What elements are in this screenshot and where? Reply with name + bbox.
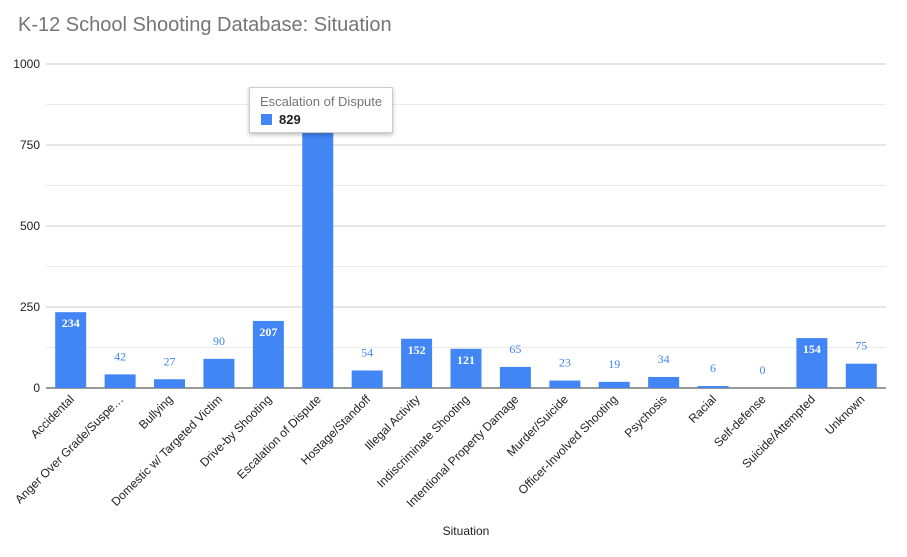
bar (401, 338, 433, 388)
bar (55, 312, 87, 388)
y-tick-label: 250 (20, 300, 40, 314)
y-axis-ticks: 0 250 500 750 1000 (13, 57, 40, 395)
bar (697, 386, 729, 388)
bar-data-label: 6 (710, 361, 716, 375)
bar-data-label: 54 (361, 346, 373, 360)
bar (845, 363, 877, 388)
bar-data-label: 42 (114, 349, 126, 363)
bar-data-label: 207 (259, 325, 277, 339)
y-tick-label: 500 (20, 219, 40, 233)
bar (450, 348, 482, 388)
bar-data-label: 0 (759, 363, 765, 377)
bar (499, 366, 531, 388)
bar (154, 379, 186, 388)
bar (203, 358, 235, 388)
bar-data-label: 19 (608, 357, 620, 371)
bars (55, 119, 877, 389)
bar (549, 380, 581, 388)
bar-data-label: 65 (509, 342, 521, 356)
bar (648, 376, 680, 388)
x-tick-label: Officer-Involved Shooting (515, 392, 620, 497)
bar-data-label: 75 (855, 339, 867, 353)
bar-labels: 234 42 27 90 207 54 152 121 65 23 19 34 6 0 154 75 (62, 316, 868, 377)
x-tick-label: Accidental (28, 392, 77, 441)
bar-data-label: 27 (164, 354, 176, 368)
tooltip: Escalation of Dispute 829 (249, 87, 393, 133)
x-tick-label: Bullying (136, 392, 176, 432)
bar-data-label: 23 (559, 356, 571, 370)
bar (598, 381, 630, 388)
x-tick-label: Unknown (822, 392, 867, 437)
bar (351, 370, 383, 388)
gridlines (46, 63, 886, 389)
y-tick-label: 0 (33, 381, 40, 395)
bar (796, 338, 828, 388)
bar (302, 119, 334, 389)
tooltip-value: 829 (279, 112, 301, 127)
bar-data-label: 154 (803, 342, 821, 356)
bar (104, 374, 136, 388)
x-tick-label: Psychosis (622, 392, 670, 440)
bar-data-label: 121 (457, 353, 475, 367)
x-tick-label: Indiscriminate Shooting (374, 392, 472, 490)
bar-data-label: 152 (408, 343, 426, 357)
y-tick-label: 750 (20, 138, 40, 152)
x-tick-label: Escalation of Dispute (234, 392, 324, 482)
tooltip-swatch (261, 114, 272, 125)
bar-data-label: 234 (62, 316, 80, 330)
bar-data-label: 34 (658, 352, 670, 366)
tooltip-category: Escalation of Dispute (260, 94, 383, 109)
bar-data-label: 90 (213, 334, 225, 348)
chart-title: K-12 School Shooting Database: Situation (18, 14, 392, 36)
x-axis-label: Situation (443, 524, 490, 538)
x-tick-label: Racial (686, 392, 719, 425)
y-tick-label: 1000 (13, 57, 40, 71)
bar (252, 320, 284, 388)
